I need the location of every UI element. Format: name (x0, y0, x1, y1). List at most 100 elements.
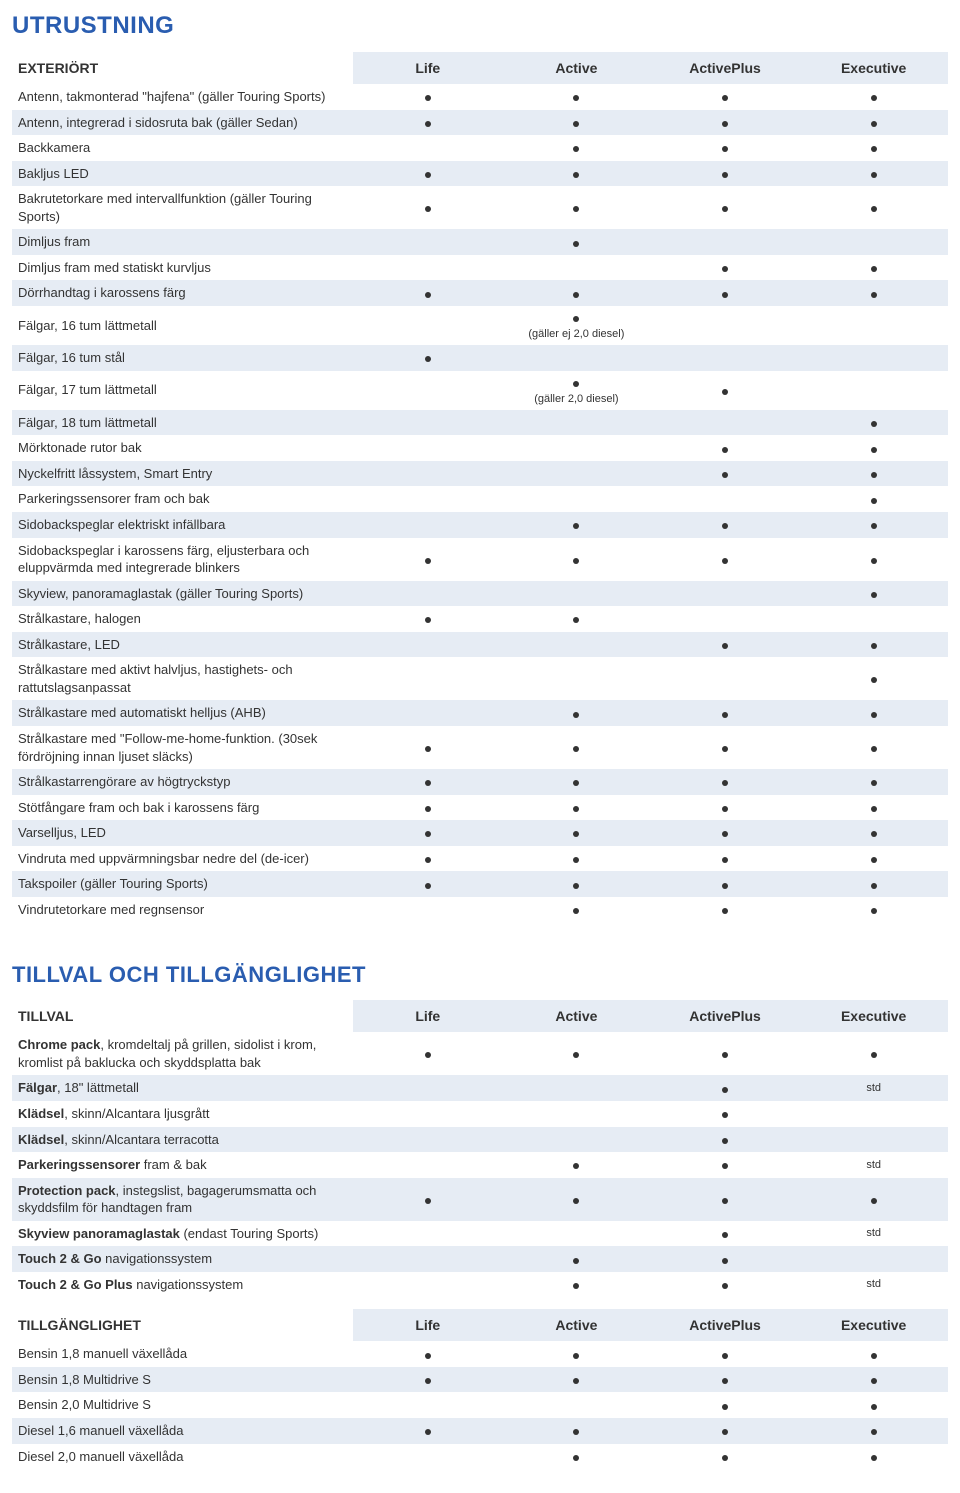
bullet-icon (573, 712, 579, 718)
feature-label: Parkeringssensorer fram & bak (18, 1157, 207, 1172)
bullet-icon (722, 206, 728, 212)
table-row: Bensin 1,8 manuell växellåda (12, 1341, 948, 1367)
feature-cell (799, 1246, 948, 1272)
feature-label: Bensin 2,0 Multidrive S (18, 1397, 151, 1412)
column-header: Executive (799, 1309, 948, 1341)
feature-cell (502, 1272, 651, 1298)
feature-cell (799, 1418, 948, 1444)
table-row: Touch 2 & Go navigationssystem (12, 1246, 948, 1272)
bullet-icon (722, 1232, 728, 1238)
feature-cell (651, 435, 800, 461)
bullet-icon (573, 1378, 579, 1384)
bullet-icon (425, 172, 431, 178)
cell-text: std (805, 1226, 942, 1240)
bullet-icon (871, 292, 877, 298)
feature-cell (353, 1032, 502, 1075)
feature-label: Strålkastare, LED (18, 637, 120, 652)
feature-table: TILLGÄNGLIGHETLifeActiveActivePlusExecut… (12, 1309, 948, 1469)
feature-cell (353, 161, 502, 187)
bullet-icon (573, 1198, 579, 1204)
bullet-icon (573, 908, 579, 914)
feature-cell (502, 769, 651, 795)
bullet-icon (871, 1404, 877, 1410)
table-row: Fälgar, 18" lättmetallstd (12, 1075, 948, 1101)
table-row: Klädsel, skinn/Alcantara terracotta (12, 1127, 948, 1153)
feature-cell (799, 871, 948, 897)
table-row: Strålkastare, LED (12, 632, 948, 658)
feature-cell (799, 371, 948, 410)
table-row: Sidobackspeglar i karossens färg, eljust… (12, 538, 948, 581)
feature-cell (651, 897, 800, 923)
table-row: Varselljus, LED (12, 820, 948, 846)
feature-cell (651, 1341, 800, 1367)
bullet-icon (871, 1198, 877, 1204)
feature-cell (502, 1341, 651, 1367)
table-row: Bensin 1,8 Multidrive S (12, 1367, 948, 1393)
table-row: Nyckelfritt låssystem, Smart Entry (12, 461, 948, 487)
feature-cell (651, 700, 800, 726)
feature-label: Skyview, panoramaglastak (gäller Touring… (18, 586, 303, 601)
feature-cell (502, 897, 651, 923)
feature-cell (651, 371, 800, 410)
bullet-icon (722, 389, 728, 395)
table-row: Fälgar, 18 tum lättmetall (12, 410, 948, 436)
feature-cell (353, 345, 502, 371)
feature-cell (502, 632, 651, 658)
document-root: UTRUSTNINGEXTERIÖRTLifeActiveActivePlusE… (12, 12, 948, 1469)
bullet-icon (425, 806, 431, 812)
feature-cell (799, 435, 948, 461)
feature-cell (651, 657, 800, 700)
feature-cell (799, 1367, 948, 1393)
feature-cell (651, 1032, 800, 1075)
table-row: Strålkastare, halogen (12, 606, 948, 632)
feature-cell (799, 1032, 948, 1075)
feature-cell (799, 512, 948, 538)
feature-cell (502, 512, 651, 538)
feature-cell (799, 897, 948, 923)
feature-label: Diesel 2,0 manuell växellåda (18, 1449, 183, 1464)
feature-label: Bakljus LED (18, 166, 89, 181)
table-row: Strålkastare med automatiskt helljus (AH… (12, 700, 948, 726)
table-row: Fälgar, 17 tum lättmetall(gäller 2,0 die… (12, 371, 948, 410)
feature-label: Takspoiler (gäller Touring Sports) (18, 876, 208, 891)
bullet-icon (871, 746, 877, 752)
column-header: Active (502, 1000, 651, 1032)
section-title: UTRUSTNING (12, 12, 948, 40)
feature-label: Bensin 1,8 Multidrive S (18, 1372, 151, 1387)
bullet-icon (722, 1455, 728, 1461)
section-title: TILLVAL OCH TILLGÄNGLIGHET (12, 962, 948, 988)
group-subheader: EXTERIÖRT (12, 52, 353, 84)
bullet-icon (871, 857, 877, 863)
bullet-icon (573, 121, 579, 127)
feature-label: Fälgar, 16 tum lättmetall (18, 318, 157, 333)
table-row: Strålkastarrengörare av högtryckstyp (12, 769, 948, 795)
feature-cell (353, 186, 502, 229)
bullet-icon (871, 1353, 877, 1359)
bullet-icon (425, 1198, 431, 1204)
cell-text: std (805, 1081, 942, 1095)
feature-label: Varselljus, LED (18, 825, 106, 840)
feature-cell (502, 1418, 651, 1444)
feature-cell (799, 280, 948, 306)
bullet-icon (871, 206, 877, 212)
bullet-icon (871, 908, 877, 914)
feature-cell (799, 700, 948, 726)
bullet-icon (722, 746, 728, 752)
feature-cell (353, 1341, 502, 1367)
feature-cell (502, 84, 651, 110)
bullet-icon (425, 1378, 431, 1384)
feature-label: Touch 2 & Go navigationssystem (18, 1251, 212, 1266)
feature-cell (502, 110, 651, 136)
bullet-icon (722, 908, 728, 914)
feature-label: Diesel 1,6 manuell växellåda (18, 1423, 183, 1438)
feature-cell (502, 435, 651, 461)
bullet-icon (871, 447, 877, 453)
bullet-icon (871, 883, 877, 889)
bullet-icon (722, 146, 728, 152)
feature-cell (651, 461, 800, 487)
bullet-icon (871, 498, 877, 504)
feature-cell (353, 280, 502, 306)
feature-cell (353, 84, 502, 110)
bullet-icon (722, 883, 728, 889)
feature-cell (353, 1367, 502, 1393)
